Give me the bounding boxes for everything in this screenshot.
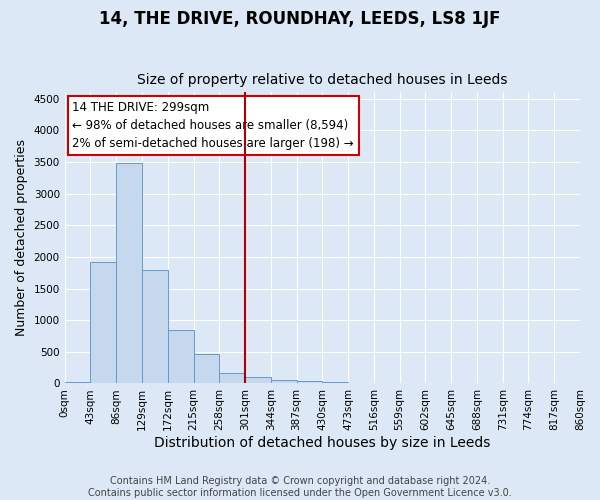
Bar	[296, 381, 322, 384]
Bar	[219, 372, 245, 384]
Bar	[168, 330, 193, 384]
Bar	[142, 270, 168, 384]
Text: Contains HM Land Registry data © Crown copyright and database right 2024.
Contai: Contains HM Land Registry data © Crown c…	[88, 476, 512, 498]
Y-axis label: Number of detached properties: Number of detached properties	[15, 140, 28, 336]
Bar	[91, 262, 116, 384]
X-axis label: Distribution of detached houses by size in Leeds: Distribution of detached houses by size …	[154, 436, 491, 450]
Bar	[65, 382, 91, 384]
Title: Size of property relative to detached houses in Leeds: Size of property relative to detached ho…	[137, 73, 508, 87]
Bar	[193, 354, 219, 384]
Bar	[271, 380, 296, 384]
Bar	[322, 382, 348, 384]
Text: 14, THE DRIVE, ROUNDHAY, LEEDS, LS8 1JF: 14, THE DRIVE, ROUNDHAY, LEEDS, LS8 1JF	[99, 10, 501, 28]
Bar	[116, 162, 142, 384]
Text: 14 THE DRIVE: 299sqm
← 98% of detached houses are smaller (8,594)
2% of semi-det: 14 THE DRIVE: 299sqm ← 98% of detached h…	[73, 101, 354, 150]
Bar	[245, 377, 271, 384]
